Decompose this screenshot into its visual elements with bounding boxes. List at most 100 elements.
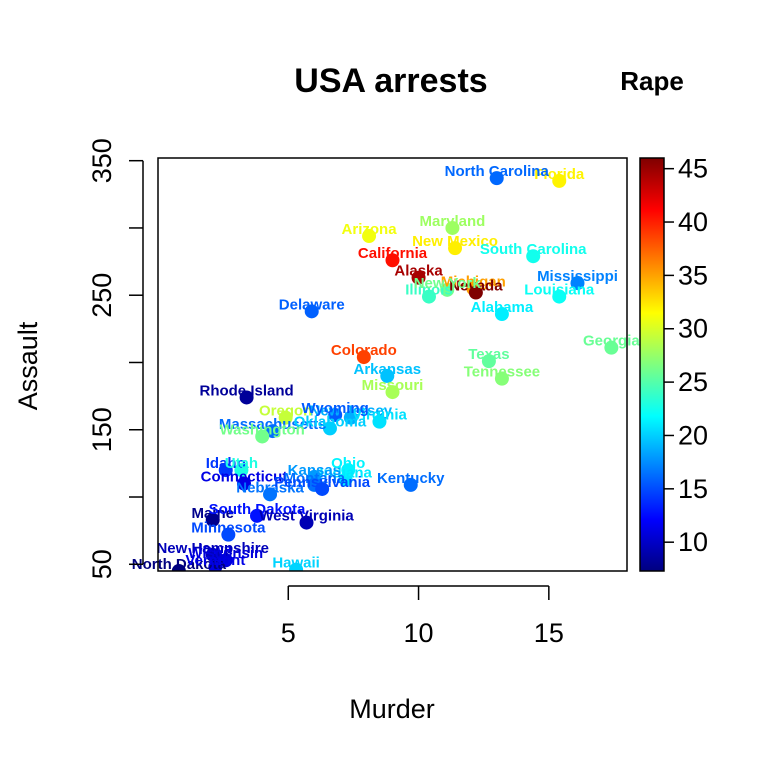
point-new-hampshire: [205, 547, 220, 562]
point-label-maine: Maine: [191, 505, 234, 522]
point-label-alabama: Alabama: [471, 299, 534, 316]
point-colorado: [356, 350, 371, 365]
point-texas: [481, 354, 496, 369]
point-label-north-carolina: North Carolina: [445, 163, 550, 180]
point-california: [385, 253, 400, 268]
point-wisconsin: [218, 553, 233, 568]
colorbar-tick-label: 45: [678, 154, 708, 184]
point-label-texas: Texas: [468, 346, 509, 363]
colorbar: 10 15 20 25 30 35 40 45: [639, 154, 708, 572]
point-label-hawaii: Hawaii: [272, 555, 320, 572]
x-tick-label: 15: [534, 618, 564, 648]
colorbar-tick-label: 35: [678, 260, 708, 290]
point-rhode-island: [239, 390, 254, 405]
point-label-nevada: Nevada: [449, 278, 503, 295]
point-virginia: [372, 414, 387, 429]
point-missouri: [385, 385, 400, 400]
point-delaware: [304, 304, 319, 319]
point-label-new-mexico: New Mexico: [412, 233, 498, 250]
point-maryland: [445, 220, 460, 235]
point-nevada: [468, 285, 483, 300]
point-label-connecticut: Connecticut: [201, 469, 288, 486]
point-new-jersey: [343, 410, 358, 425]
chart-title: USA arrests: [294, 62, 487, 100]
point-label-washington: Washington: [220, 421, 305, 438]
point-label-minnesota: Minnesota: [191, 520, 266, 537]
point-washington: [255, 429, 270, 444]
point-label-tennessee: Tennessee: [464, 364, 540, 381]
point-label-wyoming: Wyoming: [302, 400, 369, 417]
colorbar-tick-label: 10: [678, 527, 708, 557]
colorbar-tick-label: 40: [678, 207, 708, 237]
point-oklahoma: [322, 421, 337, 436]
point-label-west-virginia: West Virginia: [259, 508, 354, 525]
point-new-mexico: [448, 241, 463, 256]
point-label-new-york: New York: [414, 275, 482, 292]
point-label-indiana: Indiana: [319, 465, 372, 482]
y-tick-label: 250: [87, 273, 117, 318]
point-massachusetts: [265, 424, 280, 439]
point-label-florida: Florida: [534, 166, 585, 183]
point-south-dakota: [250, 508, 265, 523]
colorbar-tick-label: 15: [678, 474, 708, 504]
colorbar-gradient: [639, 157, 665, 572]
point-alabama: [494, 307, 509, 322]
y-tick-label: 150: [87, 407, 117, 452]
point-label-rhode-island: Rhode Island: [199, 382, 293, 399]
point-arizona: [362, 229, 377, 244]
x-axis: 5 10 15: [281, 585, 564, 648]
point-label-new-hampshire: New Hampshire: [156, 540, 269, 557]
colorbar-tick-label: 30: [678, 314, 708, 344]
point-ohio: [341, 463, 356, 478]
point-north-carolina: [489, 171, 504, 186]
point-west-virginia: [299, 515, 314, 530]
point-connecticut: [236, 476, 251, 491]
y-tick-label: 50: [87, 549, 117, 579]
y-axis-label: Assault: [13, 321, 43, 410]
point-illinois: [421, 289, 436, 304]
point-label-colorado: Colorado: [331, 342, 397, 359]
point-label-maryland: Maryland: [419, 213, 485, 230]
colorbar-tick-label: 25: [678, 367, 708, 397]
point-pennsylvania: [315, 481, 330, 496]
point-label-missouri: Missouri: [362, 377, 424, 394]
point-label-south-carolina: South Carolina: [480, 241, 587, 258]
point-label-ohio: Ohio: [331, 455, 365, 472]
points-layer: [171, 171, 619, 571]
point-south-carolina: [526, 249, 541, 264]
point-tennessee: [494, 371, 509, 386]
x-tick-label: 5: [281, 618, 296, 648]
point-label-pennsylvania: Pennsylvania: [274, 474, 371, 491]
point-mississippi: [570, 276, 585, 291]
point-label-iowa: Iowa: [199, 541, 233, 558]
point-label-wisconsin: Wisconsin: [188, 545, 263, 562]
y-tick-label: 350: [87, 138, 117, 183]
point-oregon: [278, 410, 293, 425]
point-label-montana: Montana: [283, 470, 345, 487]
point-label-arizona: Arizona: [342, 221, 398, 238]
point-label-illinois: Illinois: [405, 282, 453, 299]
point-new-york: [440, 282, 455, 297]
y-axis: 50 150 250 350: [87, 138, 144, 579]
point-label-virginia: Virginia: [352, 407, 407, 424]
point-label-vermont: Vermont: [185, 552, 245, 569]
point-label-idaho: Idaho: [206, 455, 246, 472]
point-label-north-dakota: North Dakota: [132, 556, 227, 573]
point-label-new-jersey: New Jersey: [310, 403, 393, 420]
x-axis-label: Murder: [349, 694, 435, 724]
point-alaska: [411, 270, 426, 285]
point-arkansas: [380, 368, 395, 383]
point-vermont: [208, 559, 223, 571]
colorbar-tick-label: 20: [678, 420, 708, 450]
point-label-georgia: Georgia: [583, 333, 640, 350]
point-florida: [552, 173, 567, 188]
point-maine: [205, 512, 220, 527]
point-label-oklahoma: Oklahoma: [294, 413, 367, 430]
point-label-utah: Utah: [225, 455, 258, 472]
point-utah: [234, 463, 249, 478]
point-louisiana: [552, 289, 567, 304]
x-tick-label: 10: [404, 618, 434, 648]
point-idaho: [218, 463, 233, 478]
point-georgia: [604, 340, 619, 355]
